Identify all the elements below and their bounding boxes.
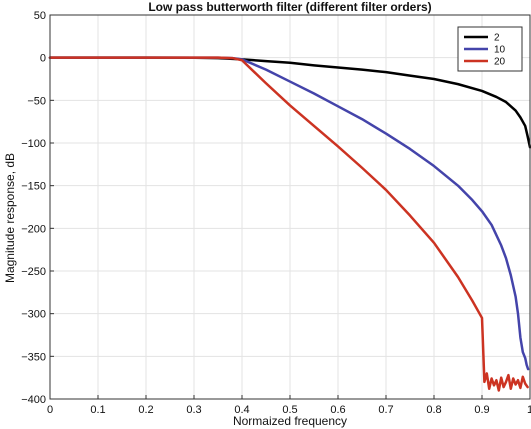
legend-label-10: 10 [494,45,506,56]
y-tick-label: −400 [21,394,46,406]
y-tick-label: −100 [21,138,46,150]
y-tick-label: −50 [27,95,46,107]
chart-title: Low pass butterworth filter (different f… [148,0,431,14]
x-tick-label: 0.2 [138,404,153,416]
plot-frame [49,14,531,400]
y-tick-label: −200 [21,223,46,235]
x-tick-label: 0.6 [330,404,345,416]
y-tick-label: −250 [21,266,46,278]
x-tick-label: 0.7 [378,404,393,416]
x-tick-label: 0 [47,404,53,416]
series-group [48,56,531,392]
x-tick-label: 0.4 [234,404,249,416]
x-tick-label: 0.5 [282,404,297,416]
legend-label-2: 2 [494,33,500,44]
x-tick-label: 0.9 [474,404,489,416]
x-axis-label: Normaized frequency [233,414,347,428]
x-tick-label: 0.8 [426,404,441,416]
x-tick-label: 0.1 [90,404,105,416]
y-tick-label: 0 [40,53,46,65]
y-tick-label: 50 [34,10,46,22]
grid-lines [49,14,531,400]
x-tick-label: 1 [527,404,531,416]
series-line-20 [48,56,529,392]
x-tick-label: 0.3 [186,404,201,416]
y-axis-label: Magnitude response, dB [3,153,17,283]
y-tick-label: −300 [21,309,46,321]
tick-labels: 0 0.1 0.2 0.3 0.4 0.5 0.6 0.7 0.8 0.9 1 50 0 −50 −100 −… [21,10,531,416]
y-tick-label: −350 [21,351,46,363]
legend-label-20: 20 [494,57,506,68]
y-tick-label: −150 [21,181,46,193]
